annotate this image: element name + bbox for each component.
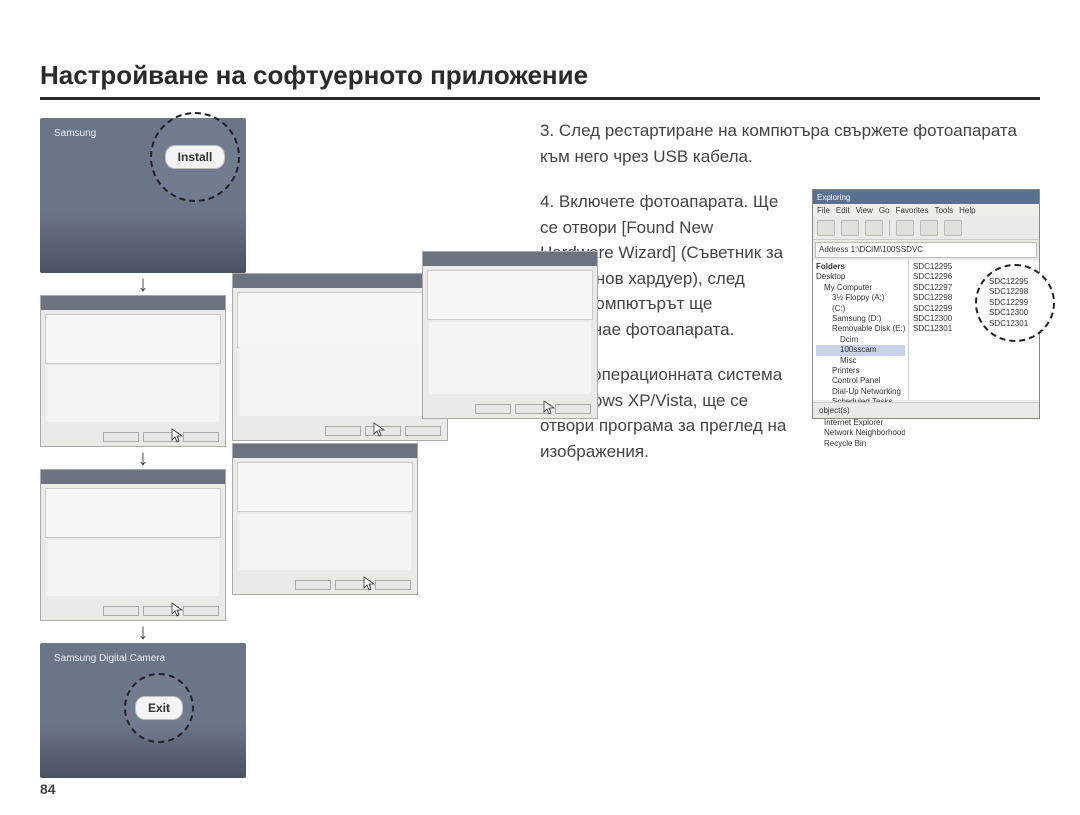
wizard-step-2 (232, 273, 448, 441)
flow-arrow: ↓ (40, 621, 246, 643)
explorer-statusbar: object(s) (813, 402, 1039, 418)
file-callout: SDC12295 SDC12298 SDC12299 SDC12300 SDC1… (975, 264, 1055, 342)
up-button[interactable] (865, 220, 883, 236)
explorer-screenshot: Exploring File Edit View Go Favorites To… (812, 189, 1040, 419)
left-column: Samsung Install ↓ (40, 118, 500, 778)
flow-arrow: ↓ (40, 273, 246, 295)
menu-item[interactable]: Favorites (896, 205, 929, 215)
back-button[interactable] (817, 220, 835, 236)
tree-item: Printers (816, 366, 905, 376)
flow-arrow: ↓ (40, 447, 246, 469)
installer-screenshot-top: Samsung Install (40, 118, 246, 273)
wizard-step-4 (40, 469, 226, 621)
explorer-toolbar (813, 216, 1039, 240)
forward-button[interactable] (841, 220, 859, 236)
menu-item[interactable]: View (856, 205, 873, 215)
tree-item: Control Panel (816, 376, 905, 386)
content: Samsung Install ↓ (40, 118, 1040, 778)
step-3-text: 3. След рестартиране на компютъра свърже… (540, 118, 1040, 169)
bubble-file: SDC12301 (989, 319, 1028, 329)
explorer-menubar: File Edit View Go Favorites Tools Help (813, 204, 1039, 216)
installer-brand: Samsung (54, 128, 96, 139)
explorer-tree[interactable]: Folders Desktop My Computer 3½ Floppy (A… (813, 260, 909, 400)
exit-callout: Exit (124, 673, 194, 743)
bubble-file: SDC12299 (989, 298, 1028, 308)
tree-item: My Computer (816, 283, 905, 293)
cursor-icon (171, 602, 185, 618)
bubble-file: SDC12298 (989, 287, 1028, 297)
page-number: 84 (40, 781, 56, 797)
page-title: Настройване на софтуерното приложение (40, 60, 1040, 100)
bubble-file: SDC12300 (989, 308, 1028, 318)
menu-item[interactable]: Help (959, 205, 975, 215)
tree-item: Removable Disk (E:) (816, 324, 905, 334)
installer-brand-bottom: Samsung Digital Camera (54, 653, 165, 664)
paste-button[interactable] (944, 220, 962, 236)
tree-item: Desktop (816, 272, 905, 282)
cursor-icon (363, 576, 377, 592)
tree-item-selected: 100sscam (816, 345, 905, 355)
right-column: 3. След рестартиране на компютъра свърже… (540, 118, 1040, 778)
tree-item: Dial-Up Networking (816, 387, 905, 397)
tree-item: (C:) (816, 304, 905, 314)
wizard-step-1 (40, 295, 226, 447)
install-callout: Install (150, 112, 240, 202)
wizard-row-1 (40, 295, 598, 447)
install-button[interactable]: Install (165, 145, 226, 169)
wizard-step-5 (232, 443, 418, 595)
wizard-step-3 (422, 251, 598, 419)
tree-item: Recycle Bin (816, 439, 905, 449)
menu-item[interactable]: Tools (934, 205, 953, 215)
menu-item[interactable]: File (817, 205, 830, 215)
cursor-icon (171, 428, 185, 444)
menu-item[interactable]: Go (879, 205, 890, 215)
tree-item: Internet Explorer (816, 418, 905, 428)
bubble-file: SDC12295 (989, 277, 1028, 287)
explorer-titlebar: Exploring (813, 190, 1039, 204)
tree-item: 3½ Floppy (A:) (816, 293, 905, 303)
cursor-icon (543, 400, 557, 416)
explorer-address[interactable]: Address 1:\DCIM\100SSDVC (815, 242, 1037, 258)
menu-item[interactable]: Edit (836, 205, 850, 215)
cut-button[interactable] (896, 220, 914, 236)
tree-item: Dcim (816, 335, 905, 345)
cursor-icon (373, 422, 387, 438)
tree-item: Samsung (D:) (816, 314, 905, 324)
tree-item: Misc (816, 356, 905, 366)
copy-button[interactable] (920, 220, 938, 236)
installer-screenshot-bottom: Samsung Digital Camera Exit (40, 643, 246, 778)
tree-item: Network Neighborhood (816, 428, 905, 438)
step-4-block: 4. Включете фотоапарата. Ще се отвори [F… (540, 189, 1040, 484)
wizard-row-2 (40, 469, 418, 621)
exit-button[interactable]: Exit (135, 696, 183, 720)
